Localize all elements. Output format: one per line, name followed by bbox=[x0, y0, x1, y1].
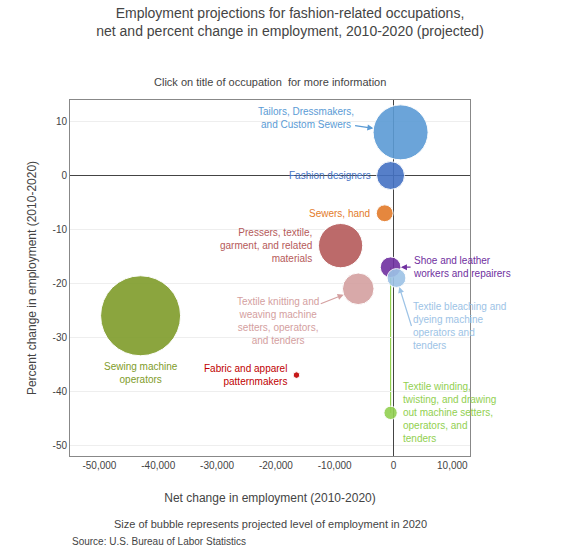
svg-text:Fabric and apparelpatternmaker: Fabric and apparelpatternmakers bbox=[204, 363, 287, 387]
svg-text:Size of bubble represents proj: Size of bubble represents projected leve… bbox=[114, 518, 427, 530]
svg-text:-10: -10 bbox=[53, 224, 68, 235]
svg-text:-40,000: -40,000 bbox=[141, 460, 175, 471]
svg-text:Textile bleaching anddyeing ma: Textile bleaching anddyeing machineopera… bbox=[413, 301, 506, 351]
svg-text:Pressers, textile,garment, and: Pressers, textile,garment, and relatedma… bbox=[220, 227, 312, 264]
svg-text:Employment projections for fas: Employment projections for fashion-relat… bbox=[96, 5, 484, 39]
svg-text:-50: -50 bbox=[53, 440, 68, 451]
svg-text:-50,000: -50,000 bbox=[82, 460, 116, 471]
svg-text:Fashion designers: Fashion designers bbox=[289, 170, 371, 181]
svg-text:Textile knitting andweaving ma: Textile knitting andweaving machinesette… bbox=[237, 296, 319, 346]
svg-text:10,000: 10,000 bbox=[437, 460, 468, 471]
svg-text:Shoe and leatherworkers and re: Shoe and leatherworkers and repairers bbox=[413, 255, 511, 279]
svg-text:-20,000: -20,000 bbox=[259, 460, 293, 471]
svg-text:Sewers, hand: Sewers, hand bbox=[309, 208, 370, 219]
svg-text:Percent change in employment (: Percent change in employment (2010-2020) bbox=[25, 161, 39, 395]
svg-text:Textile winding,twisting, and: Textile winding,twisting, and drawingout… bbox=[403, 381, 496, 444]
svg-text:Sewing machineoperators: Sewing machineoperators bbox=[104, 361, 178, 385]
svg-text:-30,000: -30,000 bbox=[200, 460, 234, 471]
svg-text:-40: -40 bbox=[53, 386, 68, 397]
svg-text:Source: U.S. Bureau of Labor S: Source: U.S. Bureau of Labor Statistics bbox=[72, 536, 246, 547]
svg-text:-10,000: -10,000 bbox=[318, 460, 352, 471]
svg-text:10: 10 bbox=[56, 116, 68, 127]
svg-text:0: 0 bbox=[61, 170, 67, 181]
svg-text:Net change in employment (2010: Net change in employment (2010-2020) bbox=[164, 491, 375, 505]
svg-text:Tailors, Dressmakers,and Custo: Tailors, Dressmakers,and Custom Sewers bbox=[258, 106, 354, 130]
svg-text:-30: -30 bbox=[53, 332, 68, 343]
svg-text:-20: -20 bbox=[53, 278, 68, 289]
svg-text:Click on title of occupation: Click on title of occupation for more in… bbox=[154, 76, 386, 88]
svg-text:0: 0 bbox=[391, 460, 397, 471]
